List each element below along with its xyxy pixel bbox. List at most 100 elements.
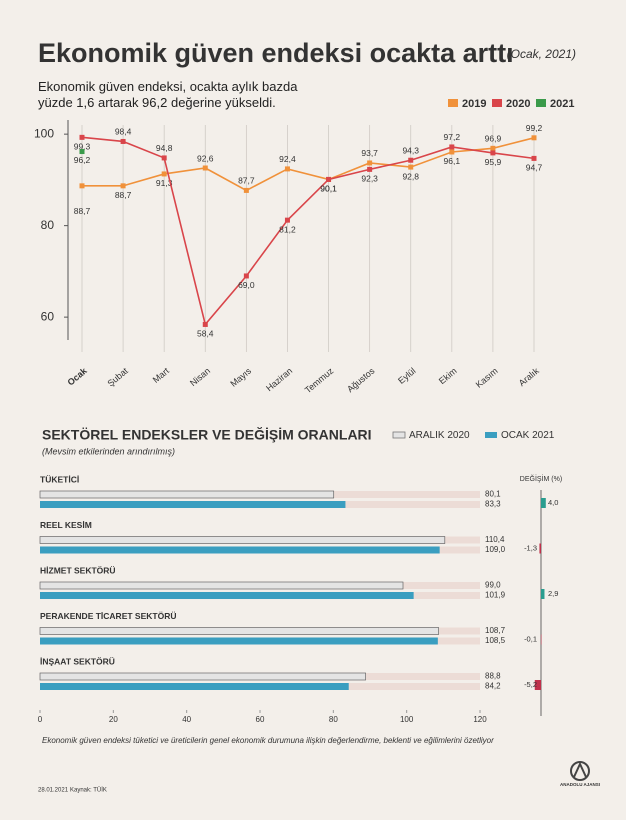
bar bbox=[39, 627, 439, 635]
bar bbox=[39, 672, 366, 681]
x-tick-label: Mayıs bbox=[228, 365, 253, 388]
data-label: 90,1 bbox=[320, 184, 337, 194]
data-label: 87,7 bbox=[238, 176, 255, 186]
point bbox=[408, 164, 414, 170]
x-tick-label: 0 bbox=[38, 715, 43, 724]
point bbox=[243, 187, 249, 193]
x-tick-label: Ocak bbox=[66, 365, 90, 387]
point bbox=[79, 134, 85, 140]
point bbox=[490, 150, 496, 156]
point bbox=[449, 149, 455, 155]
data-label: 97,2 bbox=[444, 132, 461, 142]
source: Kaynak: TÜİK bbox=[70, 787, 107, 794]
bar bbox=[39, 581, 404, 590]
bar bbox=[40, 546, 440, 554]
description: Ekonomik güven endeksi, ocakta aylık baz… bbox=[38, 79, 298, 110]
data-label: 92,3 bbox=[361, 174, 378, 184]
point bbox=[531, 155, 537, 161]
data-label: 91,3 bbox=[156, 178, 173, 188]
bar bbox=[40, 592, 414, 599]
logo-text: ANADOLU AJANSI bbox=[560, 782, 600, 787]
category-label: REEL KESİM bbox=[40, 520, 92, 530]
chart-subtitle: (Ocak, 2021) bbox=[507, 47, 576, 61]
footnote: Ekonomik güven endeksi tüketici ve üreti… bbox=[42, 736, 494, 745]
series-line bbox=[81, 136, 535, 327]
x-tick-label: Şubat bbox=[105, 365, 130, 388]
data-label: 92,6 bbox=[197, 153, 214, 163]
legend-swatch bbox=[492, 99, 502, 107]
point bbox=[490, 145, 496, 151]
logo-icon bbox=[573, 761, 587, 778]
x-tick-label: 40 bbox=[182, 715, 191, 724]
x-tick-label: 80 bbox=[329, 715, 338, 724]
data-label: 108,7 bbox=[485, 626, 506, 635]
point bbox=[408, 157, 414, 163]
data-label: 108,5 bbox=[485, 636, 506, 645]
bar bbox=[40, 683, 349, 690]
x-tick-label: Ağustos bbox=[345, 365, 377, 394]
change-bar bbox=[540, 634, 542, 645]
legend-label: OCAK 2021 bbox=[501, 430, 555, 441]
legend-label: 2019 bbox=[462, 98, 486, 110]
change-label: -1,3 bbox=[524, 543, 537, 552]
data-label: 58,4 bbox=[197, 329, 214, 339]
x-tick-label: Mart bbox=[151, 365, 172, 385]
data-label: 96,9 bbox=[485, 134, 502, 144]
data-label: 94,3 bbox=[402, 145, 419, 155]
data-label: 99,2 bbox=[526, 123, 543, 133]
y-tick-label: 60 bbox=[41, 309, 55, 323]
y-tick-label: 80 bbox=[41, 218, 55, 232]
series-line bbox=[82, 137, 535, 192]
data-label: 98,4 bbox=[115, 127, 132, 137]
data-label: 94,8 bbox=[156, 143, 173, 153]
data-label: 96,2 bbox=[74, 155, 91, 165]
category-label: HİZMET SEKTÖRÜ bbox=[40, 565, 116, 575]
section-title: SEKTÖREL ENDEKSLER VE DEĞİŞİM ORANLARI bbox=[42, 426, 372, 443]
point bbox=[161, 171, 167, 177]
change-title: DEĞİŞİM (%) bbox=[520, 474, 562, 483]
change-label: -0,1 bbox=[524, 634, 537, 643]
bar bbox=[40, 501, 346, 508]
change-bar bbox=[541, 498, 546, 508]
data-label: 101,9 bbox=[485, 591, 506, 600]
data-label: 69,0 bbox=[238, 280, 255, 290]
chart-title: Ekonomik güven endeksi ocakta arttı bbox=[38, 38, 514, 68]
x-tick-label: Temmuz bbox=[303, 365, 336, 395]
y-tick-label: 100 bbox=[34, 126, 54, 140]
data-label: 92,4 bbox=[279, 154, 296, 164]
x-tick-label: Ekim bbox=[437, 366, 459, 387]
data-label: 88,8 bbox=[485, 672, 501, 681]
change-bar bbox=[539, 543, 541, 554]
data-label: 84,2 bbox=[485, 682, 501, 691]
change-bar bbox=[534, 680, 541, 690]
x-tick-label: Eylül bbox=[396, 366, 417, 386]
point bbox=[449, 144, 455, 150]
point bbox=[531, 135, 537, 141]
logo: ANADOLU AJANSI bbox=[560, 761, 600, 787]
data-label: 110,4 bbox=[485, 535, 505, 544]
legend-swatch bbox=[536, 99, 546, 107]
category-label: İNŞAAT SEKTÖRÜ bbox=[40, 656, 115, 666]
point bbox=[79, 149, 85, 155]
data-label: 95,9 bbox=[485, 157, 502, 167]
point bbox=[120, 138, 126, 144]
category-label: TÜKETİCİ bbox=[40, 474, 79, 484]
x-tick-label: Haziran bbox=[264, 366, 294, 394]
legend-label: 2020 bbox=[506, 98, 530, 110]
data-label: 93,7 bbox=[361, 148, 378, 158]
legend-label: 2021 bbox=[550, 98, 574, 110]
data-label: 109,0 bbox=[485, 545, 506, 554]
data-label: 88,7 bbox=[74, 206, 91, 216]
change-label: -5,2 bbox=[524, 680, 537, 689]
bar bbox=[40, 637, 438, 645]
point bbox=[284, 217, 290, 223]
point bbox=[120, 183, 126, 189]
legend-label: ARALIK 2020 bbox=[409, 430, 470, 441]
data-label: 88,7 bbox=[115, 190, 132, 200]
legend-swatch bbox=[448, 99, 458, 107]
point bbox=[79, 183, 85, 189]
category-label: PERAKENDE TİCARET SEKTÖRÜ bbox=[40, 611, 176, 621]
point bbox=[243, 273, 249, 279]
